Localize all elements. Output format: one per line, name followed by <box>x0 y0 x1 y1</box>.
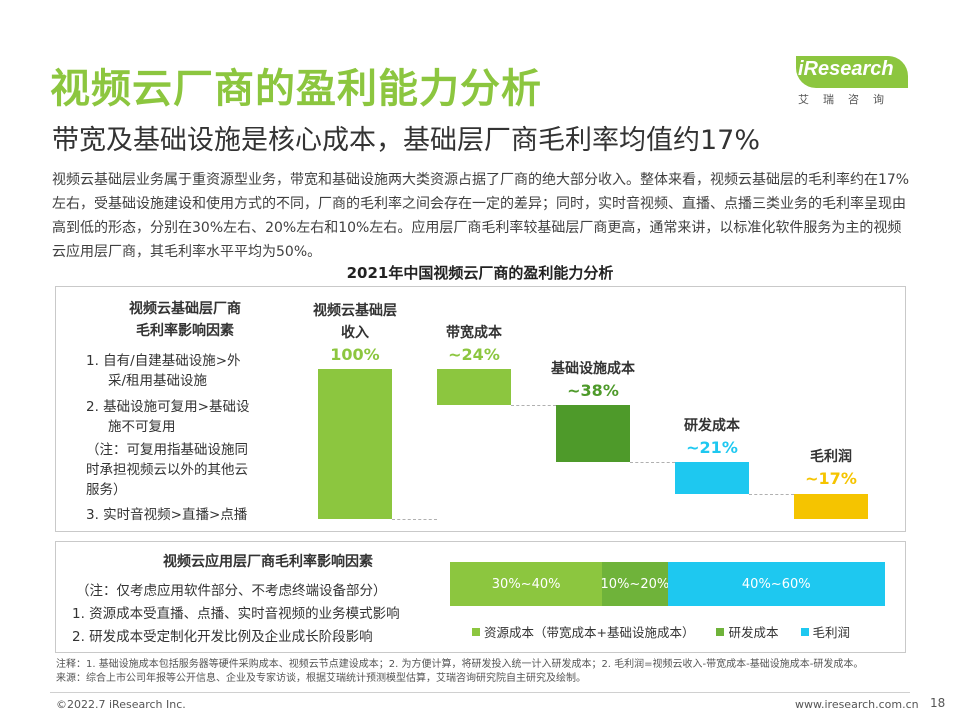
footer-copyright: ©2022.7 iResearch Inc. <box>56 698 186 711</box>
basic-factor-2-line2: 施不可复用 <box>108 419 176 435</box>
waterfall-label-bandwidth: 带宽成本 <box>446 325 502 341</box>
legend-swatch-resource <box>472 627 480 636</box>
logo-leaf-shape <box>796 56 908 88</box>
basic-factor-1-line2: 采/租用基础设施 <box>108 373 208 389</box>
footnote-line1: 注释：1. 基础设施成本包括服务器等硬件采购成本、视频云节点建设成本；2. 为方… <box>56 659 864 670</box>
waterfall-bar-infrastructure <box>556 405 630 462</box>
stacked-legend: 资源成本（带宽成本+基础设施成本） 研发成本 毛利润 <box>472 622 872 641</box>
footnote-line2: 来源：综合上市公司年报等公开信息、企业及专家访谈，根据艾瑞统计预测模型估算，艾瑞… <box>56 673 586 684</box>
waterfall-bar-bandwidth <box>437 369 511 405</box>
footer-divider <box>50 692 910 693</box>
basic-factor-2-line1: 2. 基础设施可复用>基础设 <box>86 399 250 415</box>
legend-label-rd: 研发成本 <box>728 625 779 640</box>
waterfall-value-rd: ~21% <box>686 438 738 457</box>
waterfall-connector <box>749 493 794 495</box>
application-layer-panel <box>55 541 906 653</box>
legend-swatch-rd <box>716 627 725 636</box>
basic-factor-note-line2: 时承担视频云以外的其他云 <box>86 462 248 478</box>
waterfall-label-profit: 毛利润 <box>810 449 852 465</box>
waterfall-connector <box>392 519 437 520</box>
waterfall-connector <box>630 462 675 463</box>
iresearch-logo: iResearch 艾瑞咨询 <box>790 52 915 107</box>
stack-segment-resource-cost: 30%~40% <box>450 562 603 606</box>
waterfall-bar-profit <box>794 493 868 519</box>
basic-factor-2: 2. 基础设施可复用>基础设 施不可复用 <box>86 397 249 437</box>
basic-factor-note-line1: （注：可复用指基础设施同 <box>86 442 248 458</box>
basic-factor-note-line3: 服务） <box>86 482 127 498</box>
page-subtitle: 带宽及基础设施是核心成本，基础层厂商毛利率均值约17% <box>52 125 761 156</box>
legend-label-profit: 毛利润 <box>812 625 851 640</box>
waterfall-label-rd: 研发成本 <box>684 418 740 434</box>
waterfall-label-infrastructure: 基础设施成本 <box>551 361 635 377</box>
chart-title: 2021年中国视频云厂商的盈利能力分析 <box>346 264 614 282</box>
waterfall-bar-revenue <box>318 369 392 519</box>
waterfall-connector <box>511 405 556 406</box>
basic-factor-1: 1. 自有/自建基础设施>外 采/租用基础设施 <box>86 351 241 391</box>
logo-wordmark: iResearch <box>798 58 894 80</box>
app-factors-heading: 视频云应用层厂商毛利率影响因素 <box>163 554 373 570</box>
waterfall-label-revenue-line1: 视频云基础层 <box>313 303 397 319</box>
legend-item-resource: 资源成本（带宽成本+基础设施成本） <box>472 622 694 641</box>
legend-item-rd: 研发成本 <box>716 622 779 641</box>
legend-item-profit: 毛利润 <box>800 622 851 641</box>
footnotes: 注释：1. 基础设施成本包括服务器等硬件采购成本、视频云节点建设成本；2. 为方… <box>56 658 863 686</box>
stack-segment-gross-profit: 40%~60% <box>667 562 885 606</box>
page-number: 18 <box>930 696 946 710</box>
basic-factors-heading-line2: 毛利率影响因素 <box>136 323 234 339</box>
basic-layer-panel <box>55 286 906 532</box>
waterfall-value-revenue: 100% <box>330 345 380 364</box>
app-layer-stacked-bar: 30%~40% 10%~20% 40%~60% <box>450 562 885 606</box>
basic-factor-3: 3. 实时音视频>直播>点播 <box>86 507 248 523</box>
intro-paragraph: 视频云基础层业务属于重资源型业务，带宽和基础设施两大类资源占据了厂商的绝大部分收… <box>52 172 910 260</box>
footer-website: www.iresearch.com.cn <box>795 698 919 711</box>
page-title: 视频云厂商的盈利能力分析 <box>50 66 542 112</box>
basic-factors-heading-line1: 视频云基础层厂商 <box>129 301 241 317</box>
legend-swatch-profit <box>800 627 809 636</box>
stack-segment-rd-cost: 10%~20% <box>601 562 669 606</box>
waterfall-value-bandwidth: ~24% <box>448 345 500 364</box>
waterfall-label-revenue-line2: 收入 <box>341 325 369 341</box>
legend-label-resource: 资源成本（带宽成本+基础设施成本） <box>484 625 695 640</box>
basic-factor-1-line1: 1. 自有/自建基础设施>外 <box>86 353 241 369</box>
waterfall-value-infrastructure: ~38% <box>567 381 619 400</box>
app-factor-2: 2. 研发成本受定制化开发比例及企业成长阶段影响 <box>72 629 373 645</box>
waterfall-label-revenue: 视频云基础层 收入 <box>295 300 415 344</box>
waterfall-value-profit: ~17% <box>805 469 857 488</box>
app-factor-1: 1. 资源成本受直播、点播、实时音视频的业务模式影响 <box>72 606 400 622</box>
logo-cn-text: 艾瑞咨询 <box>798 93 898 106</box>
app-factors-note: （注：仅考虑应用软件部分、不考虑终端设备部分） <box>76 583 387 599</box>
basic-factor-note: （注：可复用指基础设施同 时承担视频云以外的其他云 服务） <box>86 440 248 500</box>
waterfall-bar-rd <box>675 462 749 494</box>
basic-factors-heading: 视频云基础层厂商 毛利率影响因素 <box>90 298 280 342</box>
